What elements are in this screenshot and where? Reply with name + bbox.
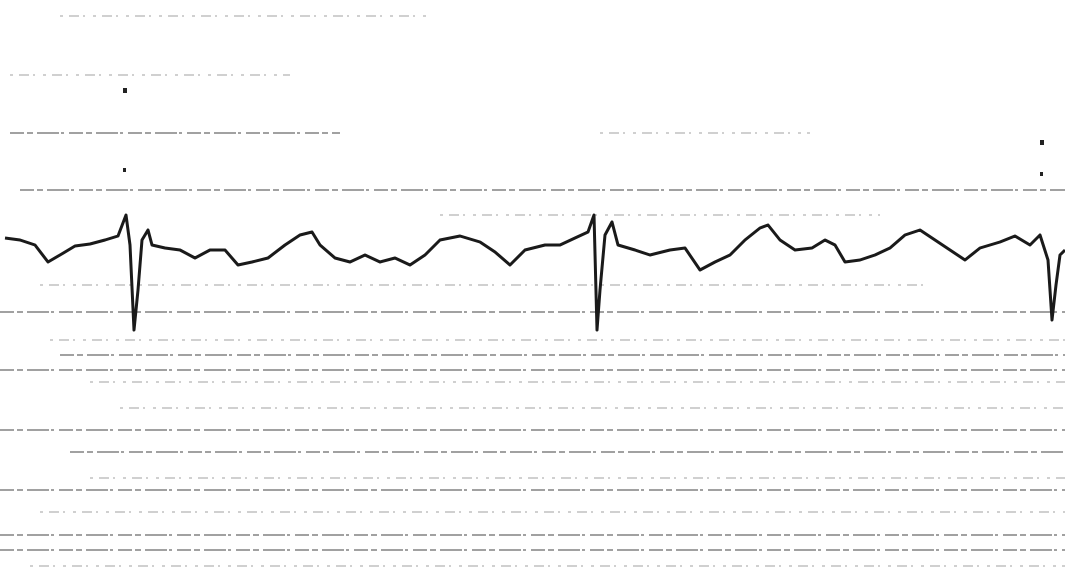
- marker-dot: [123, 88, 127, 93]
- marker-dot: [1040, 172, 1043, 176]
- markers: [123, 88, 1044, 176]
- scan-lines: [0, 15, 1065, 567]
- ecg-trace: [4, 213, 1065, 332]
- marker-dot: [123, 168, 126, 172]
- marker-dot: [1040, 140, 1044, 145]
